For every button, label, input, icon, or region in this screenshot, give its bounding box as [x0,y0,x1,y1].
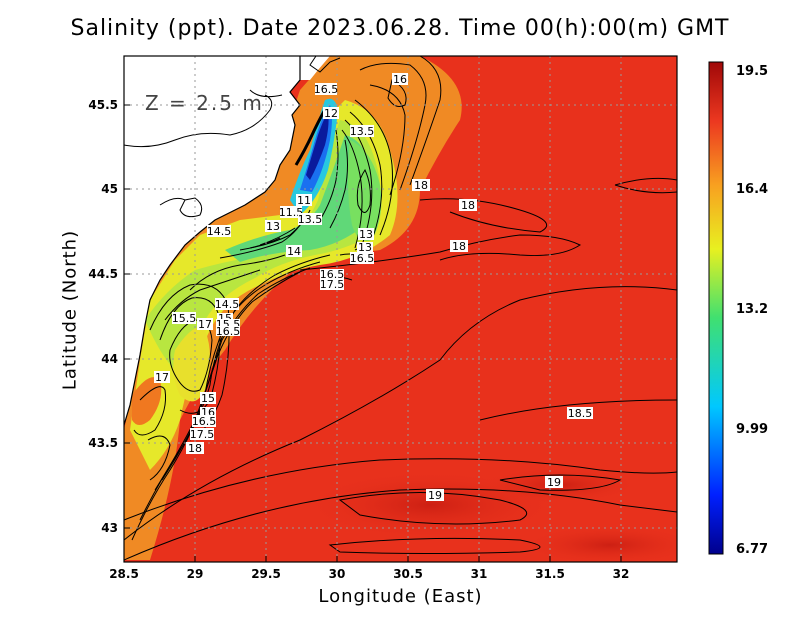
contour-label: 19 [545,476,563,489]
svg-text:13: 13 [266,220,280,233]
svg-text:14.5: 14.5 [215,298,240,311]
contour-label: 16 [392,73,408,86]
contour-label: 18.5 [567,407,593,420]
svg-text:14.5: 14.5 [207,225,232,238]
contour-label: 15.5 [172,312,197,325]
svg-text:17.5: 17.5 [320,278,345,291]
contour-label: 17.5 [190,428,215,441]
svg-text:16.5: 16.5 [314,83,339,96]
x-tick-label: 31.5 [535,567,565,581]
contour-label: 16.5 [192,415,217,428]
contour-label: 13 [358,228,374,241]
y-tick-label: 45.5 [88,98,118,112]
contour-label: 11 [296,194,312,207]
colorbar-label: 13.2 [736,302,768,317]
contour-label: 18 [186,442,204,455]
contour-label: 17 [154,371,170,384]
y-tick-label: 43 [101,521,118,535]
contour-label: 15 [200,392,216,405]
contour-label: 14.5 [215,298,240,311]
svg-text:13: 13 [359,228,373,241]
svg-text:16.5: 16.5 [350,252,375,265]
contour-label: 17.5 [320,278,345,291]
contour-label: 13 [357,241,373,254]
y-tick-label: 44 [101,352,118,366]
svg-text:16.5: 16.5 [192,415,217,428]
svg-text:11: 11 [297,194,311,207]
y-tick-label: 43.5 [88,436,118,450]
svg-text:13: 13 [358,241,372,254]
svg-text:16: 16 [393,73,407,86]
x-tick-label: 31 [471,567,488,581]
svg-text:19: 19 [428,489,442,502]
x-tick-label: 29.5 [251,567,281,581]
contour-label: 17 [197,318,213,331]
contour-label: 14 [286,245,302,258]
colorbar [708,61,724,555]
contour-label: 16.5 [350,252,375,265]
svg-text:18: 18 [188,442,202,455]
svg-text:17.5: 17.5 [190,428,215,441]
svg-text:14: 14 [287,245,301,258]
contour-labels: 16.5 16 12 13.5 18 18 18 11 11.5 13.5 13… [154,73,593,502]
x-tick-label: 28.5 [109,567,139,581]
contour-label: 19 [426,489,444,502]
contour-label: 13.5 [298,213,323,226]
colorbar-label: 19.5 [736,64,768,79]
contour-label: 14.5 [207,225,232,238]
contour-label: 18 [412,179,430,192]
colorbar-label: 16.4 [736,182,768,197]
svg-text:13.5: 13.5 [298,213,323,226]
svg-text:18: 18 [461,199,475,212]
colorbar-label: 9.99 [736,422,768,437]
x-tick-label: 30 [329,567,346,581]
contour-label: 16.5 [314,83,339,96]
x-tick-label: 32 [613,567,630,581]
depth-label: Z = 2.5 m [145,91,264,115]
svg-text:18: 18 [414,179,428,192]
svg-text:19: 19 [547,476,561,489]
y-tick-label: 45 [101,182,118,196]
svg-text:16.5: 16.5 [320,268,345,281]
x-tick-label: 29 [187,567,204,581]
svg-text:17: 17 [198,318,212,331]
contour-label: 12 [323,107,339,120]
x-axis-label: Longitude (East) [318,586,483,607]
svg-text:15: 15 [201,392,215,405]
colorbar-label: 6.77 [736,542,768,557]
svg-text:11.5: 11.5 [279,206,304,219]
contour-label: 13.5 [350,125,375,138]
x-tick-label: 30.5 [393,567,423,581]
contour-label: 13 [265,220,281,233]
map-field: Z = 2.5 m 16.5 16 12 13.5 18 18 18 11 11… [124,56,677,562]
y-tick-label: 44.5 [88,267,118,281]
map-title: Salinity (ppt). Date 2023.06.28. Time 00… [70,16,730,41]
contour-label: 16.5 [216,325,241,338]
contour-label: 18 [459,199,477,212]
svg-text:13.5: 13.5 [350,125,375,138]
svg-text:18: 18 [452,240,466,253]
contour-label: 11.5 [279,206,304,219]
svg-text:12: 12 [324,107,338,120]
svg-text:15.5: 15.5 [172,312,197,325]
svg-text:16.5: 16.5 [216,325,241,338]
contour-label: 16.5 [320,268,345,281]
plot-frame [123,55,678,563]
contour-label: 18 [450,240,468,253]
svg-text:17: 17 [155,371,169,384]
svg-text:18.5: 18.5 [568,407,593,420]
